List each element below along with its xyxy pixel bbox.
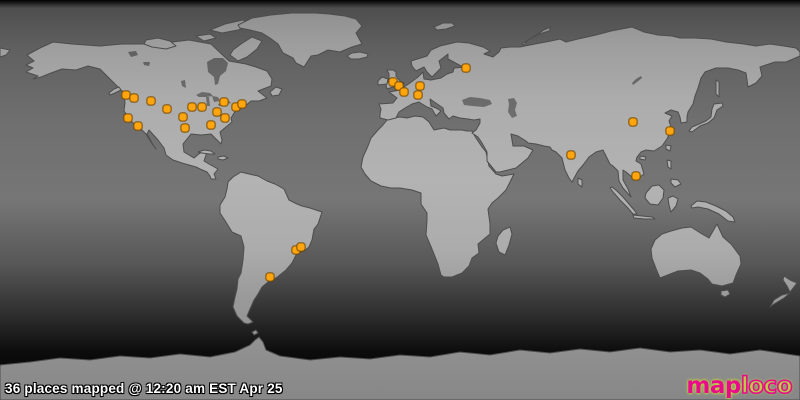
place-marker[interactable] (180, 123, 190, 133)
place-marker[interactable] (399, 87, 409, 97)
place-marker[interactable] (212, 107, 222, 117)
place-marker[interactable] (187, 102, 197, 112)
place-marker[interactable] (394, 81, 404, 91)
continent-africa (360, 115, 515, 278)
place-marker[interactable] (265, 272, 275, 282)
place-marker[interactable] (178, 112, 188, 122)
continent-north-america (25, 19, 283, 180)
place-marker[interactable] (206, 120, 216, 130)
place-marker[interactable] (237, 99, 247, 109)
continent-australia (650, 223, 798, 308)
logo-text-map: map (686, 372, 741, 399)
place-marker[interactable] (162, 104, 172, 114)
place-marker[interactable] (566, 150, 576, 160)
place-marker[interactable] (146, 96, 156, 106)
continent-eurasia (0, 22, 800, 198)
place-marker[interactable] (219, 97, 229, 107)
place-marker[interactable] (129, 93, 139, 103)
island-greenland (237, 12, 369, 68)
place-marker[interactable] (133, 121, 143, 131)
islands-southeast-asia (609, 184, 736, 223)
place-marker[interactable] (296, 242, 306, 252)
place-marker[interactable] (628, 117, 638, 127)
place-marker[interactable] (461, 63, 471, 73)
place-marker[interactable] (220, 113, 230, 123)
continent-antarctica (0, 329, 800, 400)
place-marker[interactable] (665, 126, 675, 136)
place-marker[interactable] (415, 81, 425, 91)
place-marker[interactable] (631, 171, 641, 181)
logo-text-loco: loco (740, 372, 793, 399)
place-marker[interactable] (413, 90, 423, 100)
lakes (128, 51, 642, 118)
status-text: 36 places mapped @ 12:20 am EST Apr 25 (5, 381, 283, 396)
place-marker[interactable] (197, 102, 207, 112)
continent-south-america (219, 171, 323, 325)
maploco-logo[interactable]: maploco (686, 372, 793, 399)
place-marker[interactable] (123, 113, 133, 123)
